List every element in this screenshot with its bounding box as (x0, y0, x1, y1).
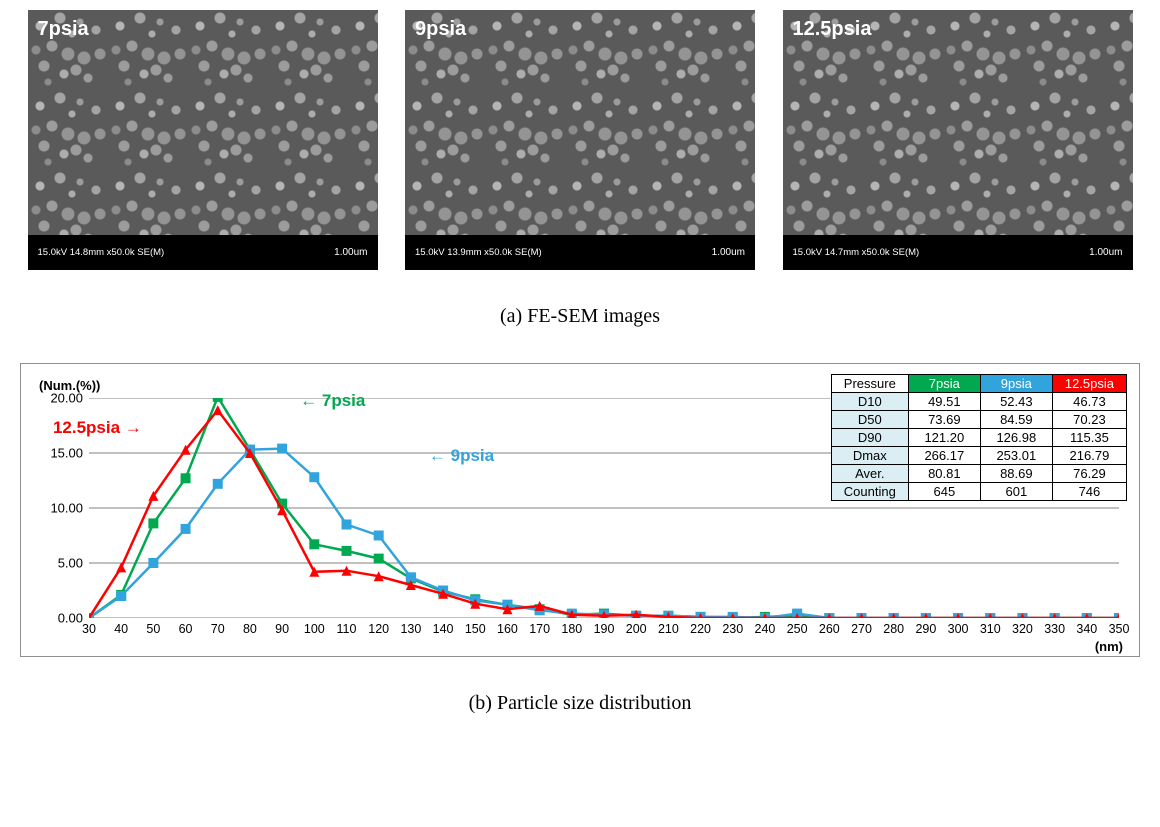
table-rowhead: Aver. (831, 465, 908, 483)
sem-meta: 15.0kV 14.8mm x50.0k SE(M) (38, 247, 165, 258)
table-header: 9psia (980, 375, 1052, 393)
table-cell: 121.20 (908, 429, 980, 447)
sem-footer: 15.0kV 14.8mm x50.0k SE(M) 1.00um (28, 235, 378, 270)
y-tick-label: 20.00 (50, 391, 83, 406)
sem-panel-9psia: 9psia 15.0kV 13.9mm x50.0k SE(M) 1.00um (405, 10, 755, 270)
table-row: D5073.6984.5970.23 (831, 411, 1126, 429)
table-header: 7psia (908, 375, 980, 393)
table-cell: 52.43 (980, 393, 1052, 411)
table-row: Dmax266.17253.01216.79 (831, 447, 1126, 465)
table-cell: 253.01 (980, 447, 1052, 465)
sem-label: 7psia (38, 18, 89, 41)
sem-label: 12.5psia (793, 18, 872, 41)
table-cell: 645 (908, 483, 980, 501)
table-cell: 49.51 (908, 393, 980, 411)
table-cell: 84.59 (980, 411, 1052, 429)
y-tick-label: 10.00 (50, 501, 83, 516)
y-tick-label: 0.00 (58, 611, 83, 626)
table-cell: 80.81 (908, 465, 980, 483)
series-label-7psia: ← 7psia (300, 391, 365, 411)
chart-caption: (b) Particle size distribution (0, 692, 1160, 715)
sem-image-placeholder (405, 10, 755, 235)
table-row: D1049.5152.4346.73 (831, 393, 1126, 411)
particle-stats-table: Pressure7psia9psia12.5psiaD1049.5152.434… (831, 374, 1127, 501)
table-cell: 46.73 (1052, 393, 1126, 411)
table-row: Aver.80.8188.6976.29 (831, 465, 1126, 483)
table-header: 12.5psia (1052, 375, 1126, 393)
sem-scale: 1.00um (712, 247, 745, 258)
table-cell: 266.17 (908, 447, 980, 465)
sem-meta: 15.0kV 14.7mm x50.0k SE(M) (793, 247, 920, 258)
sem-scale: 1.00um (1089, 247, 1122, 258)
x-axis-ticks: 3040506070809010011012013014015016017018… (89, 622, 1119, 636)
table-rowhead: Counting (831, 483, 908, 501)
sem-footer: 15.0kV 14.7mm x50.0k SE(M) 1.00um (783, 235, 1133, 270)
sem-label: 9psia (415, 18, 466, 41)
table-rowhead: Dmax (831, 447, 908, 465)
sem-footer: 15.0kV 13.9mm x50.0k SE(M) 1.00um (405, 235, 755, 270)
series-label-12.5psia: 12.5psia → (53, 418, 142, 438)
series-label-9psia: ← 9psia (429, 446, 494, 466)
table-rowhead: D10 (831, 393, 908, 411)
table-cell: 70.23 (1052, 411, 1126, 429)
table-cell: 216.79 (1052, 447, 1126, 465)
table-cell: 115.35 (1052, 429, 1126, 447)
chart-xlabel: (nm) (1095, 639, 1123, 654)
table-cell: 88.69 (980, 465, 1052, 483)
table-rowhead: D50 (831, 411, 908, 429)
table-row: Counting645601746 (831, 483, 1126, 501)
table-cell: 76.29 (1052, 465, 1126, 483)
table-cell: 746 (1052, 483, 1126, 501)
sem-image-row: 7psia 15.0kV 14.8mm x50.0k SE(M) 1.00um … (0, 10, 1160, 270)
y-tick-label: 5.00 (58, 556, 83, 571)
sem-scale: 1.00um (334, 247, 367, 258)
sem-image-placeholder (28, 10, 378, 235)
table-header: Pressure (831, 375, 908, 393)
table-cell: 73.69 (908, 411, 980, 429)
table-cell: 126.98 (980, 429, 1052, 447)
sem-image-placeholder (783, 10, 1133, 235)
sem-caption: (a) FE-SEM images (0, 305, 1160, 328)
sem-panel-7psia: 7psia 15.0kV 14.8mm x50.0k SE(M) 1.00um (28, 10, 378, 270)
sem-panel-12.5psia: 12.5psia 15.0kV 14.7mm x50.0k SE(M) 1.00… (783, 10, 1133, 270)
y-tick-label: 15.00 (50, 446, 83, 461)
table-rowhead: D90 (831, 429, 908, 447)
table-cell: 601 (980, 483, 1052, 501)
table-row: D90121.20126.98115.35 (831, 429, 1126, 447)
sem-meta: 15.0kV 13.9mm x50.0k SE(M) (415, 247, 542, 258)
particle-size-chart: (Num.(%)) 0.005.0010.0015.0020.00← 7psia… (20, 363, 1140, 657)
